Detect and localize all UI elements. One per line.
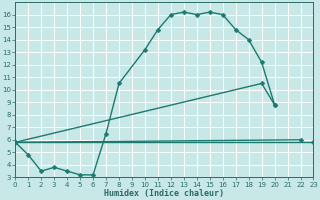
X-axis label: Humidex (Indice chaleur): Humidex (Indice chaleur): [104, 189, 224, 198]
